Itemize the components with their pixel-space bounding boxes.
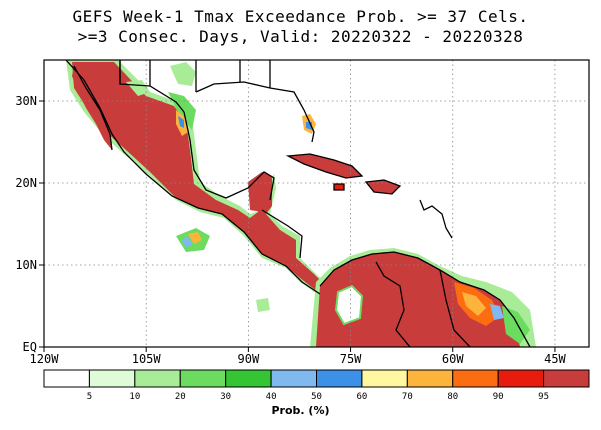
colorbar-title: Prob. (%) (271, 404, 330, 417)
y-tick-label: EQ (23, 340, 37, 354)
baja-heat (72, 66, 112, 150)
colorbar-label: 50 (311, 392, 322, 402)
cuba-heat (288, 154, 362, 178)
colorbar-swatch (316, 369, 363, 388)
coastlines (65, 60, 531, 347)
colorbar-swatch (361, 369, 408, 388)
colorbar-labels: 5 10 20 30 40 50 60 70 80 90 95 (87, 392, 549, 402)
colorbar-swatch (452, 369, 499, 388)
pacific-blob-yellow (188, 232, 202, 244)
colorbar-swatch (88, 369, 136, 388)
pacific-small-green (256, 298, 270, 312)
x-axis: 120W 105W 90W 75W 60W 45W (30, 347, 567, 366)
pacific-blob-blue (182, 236, 192, 248)
colorbar-label: 5 (87, 392, 92, 402)
x-tick-label: 105W (132, 352, 162, 366)
x-tick-label: 45W (544, 352, 566, 366)
colorbar-swatch (225, 369, 272, 388)
colorbar-swatch (43, 369, 90, 388)
y-axis: EQ 10N 20N 30N (15, 94, 44, 354)
mexico-heat (72, 62, 328, 292)
y-tick-label: 30N (15, 94, 37, 108)
colorbar (43, 369, 590, 388)
y-tick-label: 20N (15, 176, 37, 190)
southwest-green (126, 80, 150, 96)
gulf-coast-blue (178, 116, 184, 128)
x-tick-label: 120W (30, 352, 60, 366)
colorbar-label: 10 (129, 392, 140, 402)
plot-frame (43, 59, 590, 348)
colorbar-label: 90 (493, 392, 504, 402)
x-tick-label: 90W (238, 352, 260, 366)
colorbar-label: 70 (402, 392, 413, 402)
colorbar-label: 80 (447, 392, 458, 402)
sa-white-hole (336, 286, 362, 324)
colorbar-swatch (179, 369, 227, 388)
colorbar-label: 95 (538, 392, 549, 402)
colorbar-label: 40 (266, 392, 277, 402)
x-tick-label: 75W (340, 352, 362, 366)
guiana-blue (490, 304, 504, 320)
gridlines (44, 60, 589, 347)
jamaica-heat (334, 184, 344, 190)
colorbar-label: 20 (175, 392, 186, 402)
title-line-2: >=3 Consec. Days, Valid: 20220322 - 2022… (77, 27, 524, 46)
x-tick-label: 60W (442, 352, 464, 366)
title-line-1: GEFS Week-1 Tmax Exceedance Prob. >= 37 … (72, 7, 529, 26)
texas-green (170, 62, 196, 86)
guiana-yellow (462, 292, 486, 316)
colorbar-swatch (497, 369, 545, 388)
south-america-heat (316, 252, 520, 347)
colorbar-label: 30 (220, 392, 231, 402)
colorbar-swatch (134, 369, 181, 388)
colorbar-label: 60 (356, 392, 367, 402)
colorbar-swatch (406, 369, 454, 388)
colorbar-swatch (270, 369, 318, 388)
map-plot-area (44, 60, 589, 347)
y-tick-label: 10N (15, 258, 37, 272)
colorbar-swatch (543, 369, 590, 388)
sa-green-ring (334, 284, 364, 326)
